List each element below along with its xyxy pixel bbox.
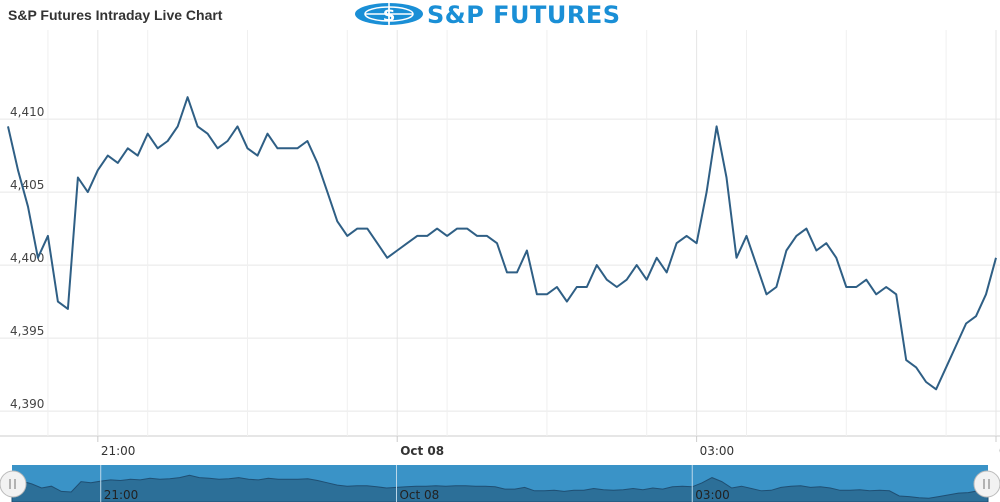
x-gridlines: [47, 30, 997, 436]
navigator[interactable]: 21:00 Oct 08 03:00: [0, 465, 1000, 502]
logo-text: S&P FUTURES: [427, 1, 621, 29]
y-tick-label: 4,405: [10, 178, 44, 192]
y-tick-label: 4,400: [10, 251, 44, 265]
navigator-tick-label: 03:00: [695, 488, 730, 502]
globe-icon: $: [355, 3, 423, 26]
navigator-tick-label: 21:00: [104, 488, 139, 502]
navigator-left-handle[interactable]: [0, 470, 27, 498]
y-tick-label: 4,410: [10, 105, 44, 119]
y-tick-label: 4,390: [10, 397, 44, 411]
x-tick-label: 21:00: [101, 444, 136, 458]
navigator-right-handle[interactable]: [973, 470, 1000, 498]
x-tick-label: 03:00: [700, 444, 735, 458]
y-tick-label: 4,395: [10, 324, 44, 338]
svg-text:$: $: [383, 5, 396, 26]
navigator-labels: 21:00 Oct 08 03:00: [100, 465, 730, 502]
series-line: [7, 96, 997, 391]
navigator-tick-label: Oct 08: [399, 488, 439, 502]
logo: $ S&P FUTURES: [355, 1, 621, 29]
navigator-area: [11, 474, 989, 502]
chart-title: S&P Futures Intraday Live Chart: [8, 7, 223, 23]
x-tick-label: Oct 08: [400, 444, 444, 458]
y-axis: 4,390 4,395 4,400 4,405 4,410: [10, 105, 44, 411]
grid: [0, 118, 1000, 437]
